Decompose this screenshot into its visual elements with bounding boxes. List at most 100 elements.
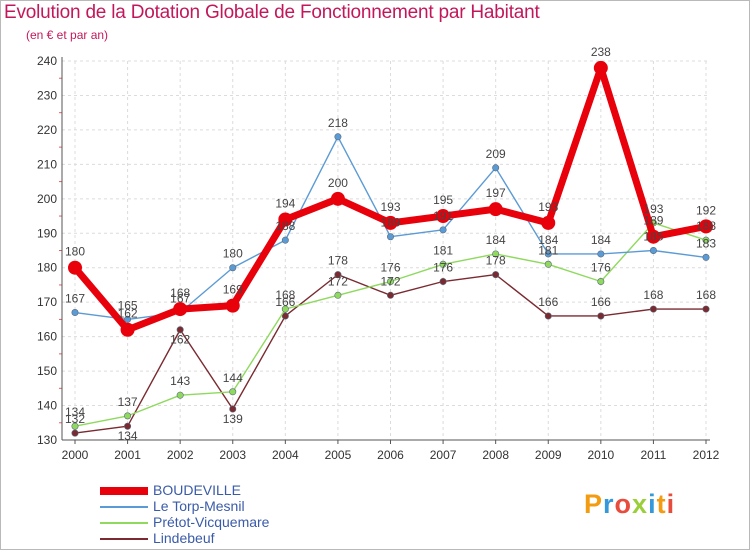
data-label-le-torp-mesnil: 218: [328, 116, 348, 130]
legend-label-le-torp-mesnil: Le Torp-Mesnil: [153, 498, 245, 514]
data-point-pr-tot-vicquemare[interactable]: [334, 291, 342, 299]
chart-title: Evolution de la Dotation Globale de Fonc…: [4, 2, 540, 23]
data-label-pr-tot-vicquemare: 144: [223, 371, 243, 385]
data-point-boudeville[interactable]: [699, 219, 713, 234]
logo-letter: o: [614, 489, 633, 519]
data-point-lindebeuf[interactable]: [229, 405, 237, 413]
data-point-lindebeuf[interactable]: [597, 312, 605, 320]
data-point-le-torp-mesnil[interactable]: [281, 236, 289, 244]
legend-label-lindebeuf: Lindebeuf: [153, 530, 215, 546]
data-labels: 180 162 168 169 194 200 193 195 197 193 238 189 192 1…: [65, 45, 716, 443]
data-point-boudeville[interactable]: [173, 302, 188, 317]
data-label-boudeville: 169: [223, 283, 243, 297]
data-point-le-torp-mesnil[interactable]: [702, 253, 710, 261]
data-label-boudeville: 194: [275, 196, 295, 210]
data-point-lindebeuf[interactable]: [386, 291, 394, 299]
data-point-le-torp-mesnil[interactable]: [439, 226, 447, 234]
y-tick-label: 150: [37, 364, 57, 378]
y-tick-label: 130: [37, 433, 57, 447]
data-point-pr-tot-vicquemare[interactable]: [492, 250, 500, 258]
x-tick-label: 2002: [167, 448, 194, 462]
data-point-le-torp-mesnil[interactable]: [544, 250, 552, 258]
x-tick-label: 2011: [641, 448, 667, 462]
data-point-pr-tot-vicquemare[interactable]: [597, 278, 605, 286]
data-label-lindebeuf: 166: [538, 295, 558, 309]
data-point-boudeville[interactable]: [278, 212, 293, 227]
legend-swatch-le-torp-mesnil: [100, 506, 148, 508]
data-point-pr-tot-vicquemare[interactable]: [124, 412, 132, 420]
data-point-boudeville[interactable]: [541, 215, 556, 230]
logo-letter: x: [632, 489, 649, 519]
logo-letter: P: [584, 489, 604, 519]
data-point-le-torp-mesnil[interactable]: [334, 133, 342, 141]
legend-item-lindebeuf[interactable]: Lindebeuf: [100, 530, 340, 548]
legend-item-pretot-vicquemare[interactable]: Prétot-Vicquemare: [100, 514, 340, 532]
data-point-pr-tot-vicquemare[interactable]: [544, 260, 552, 268]
data-point-le-torp-mesnil[interactable]: [124, 315, 132, 323]
data-label-le-torp-mesnil: 184: [591, 233, 611, 247]
data-point-lindebeuf[interactable]: [281, 312, 289, 320]
data-point-le-torp-mesnil[interactable]: [492, 164, 500, 172]
legend-item-le-torp-mesnil[interactable]: Le Torp-Mesnil: [100, 498, 340, 516]
x-tick-label: 2005: [325, 448, 352, 462]
data-point-le-torp-mesnil[interactable]: [649, 247, 657, 255]
x-tick-label: 2010: [587, 448, 614, 462]
data-point-boudeville[interactable]: [383, 215, 398, 230]
y-tick-label: 230: [37, 88, 57, 102]
data-label-le-torp-mesnil: 191: [433, 209, 453, 223]
data-point-pr-tot-vicquemare[interactable]: [281, 305, 289, 313]
data-label-boudeville: 189: [643, 214, 663, 228]
data-point-boudeville[interactable]: [488, 202, 503, 217]
data-point-le-torp-mesnil[interactable]: [71, 309, 79, 317]
data-point-le-torp-mesnil[interactable]: [229, 264, 237, 272]
data-point-lindebeuf[interactable]: [124, 422, 132, 430]
data-label-boudeville: 162: [118, 307, 138, 321]
legend-item-boudeville[interactable]: BOUDEVILLE: [100, 482, 340, 500]
data-label-pr-tot-vicquemare: 134: [65, 405, 85, 419]
data-label-boudeville: 238: [591, 45, 611, 59]
y-tick-label: 240: [37, 54, 57, 68]
data-point-lindebeuf[interactable]: [71, 429, 79, 437]
data-point-boudeville[interactable]: [330, 191, 345, 206]
data-label-boudeville: 193: [380, 200, 400, 214]
data-point-boudeville[interactable]: [436, 209, 451, 224]
data-point-lindebeuf[interactable]: [702, 305, 710, 313]
series-lines: [68, 60, 713, 437]
data-point-lindebeuf[interactable]: [649, 305, 657, 313]
data-label-lindebeuf: 178: [328, 254, 348, 268]
x-tick-label: 2004: [272, 448, 299, 462]
legend-swatch-pretot-vicquemare: [100, 522, 148, 524]
logo-letter: i: [666, 489, 676, 519]
data-point-pr-tot-vicquemare[interactable]: [176, 391, 184, 399]
x-tick-label: 2012: [693, 448, 720, 462]
data-point-boudeville[interactable]: [120, 322, 135, 337]
data-label-pr-tot-vicquemare: 181: [538, 243, 558, 257]
data-label-boudeville: 180: [65, 245, 85, 259]
data-point-boudeville[interactable]: [225, 298, 240, 313]
data-point-pr-tot-vicquemare[interactable]: [439, 260, 447, 268]
data-point-lindebeuf[interactable]: [334, 271, 342, 279]
data-point-le-torp-mesnil[interactable]: [597, 250, 605, 258]
data-label-pr-tot-vicquemare: 184: [486, 233, 506, 247]
data-point-lindebeuf[interactable]: [439, 278, 447, 286]
data-label-lindebeuf: 176: [433, 261, 453, 275]
data-point-lindebeuf[interactable]: [492, 271, 500, 279]
data-point-pr-tot-vicquemare[interactable]: [71, 422, 79, 430]
data-point-boudeville[interactable]: [68, 260, 82, 275]
data-point-pr-tot-vicquemare[interactable]: [229, 388, 237, 396]
data-point-boudeville[interactable]: [593, 60, 608, 75]
data-point-pr-tot-vicquemare[interactable]: [702, 236, 710, 244]
data-label-lindebeuf: 134: [118, 429, 138, 443]
data-point-lindebeuf[interactable]: [176, 326, 184, 334]
data-point-pr-tot-vicquemare[interactable]: [386, 278, 394, 286]
y-tick-label: 140: [37, 399, 57, 413]
data-label-pr-tot-vicquemare: 188: [696, 219, 716, 233]
y-tick-label: 200: [37, 192, 57, 206]
data-point-boudeville[interactable]: [646, 229, 661, 244]
data-point-lindebeuf[interactable]: [544, 312, 552, 320]
data-label-pr-tot-vicquemare: 181: [433, 243, 453, 257]
data-label-lindebeuf: 162: [170, 333, 190, 347]
data-label-lindebeuf: 168: [643, 288, 663, 302]
data-point-le-torp-mesnil[interactable]: [386, 233, 394, 241]
data-label-boudeville: 168: [170, 286, 190, 300]
